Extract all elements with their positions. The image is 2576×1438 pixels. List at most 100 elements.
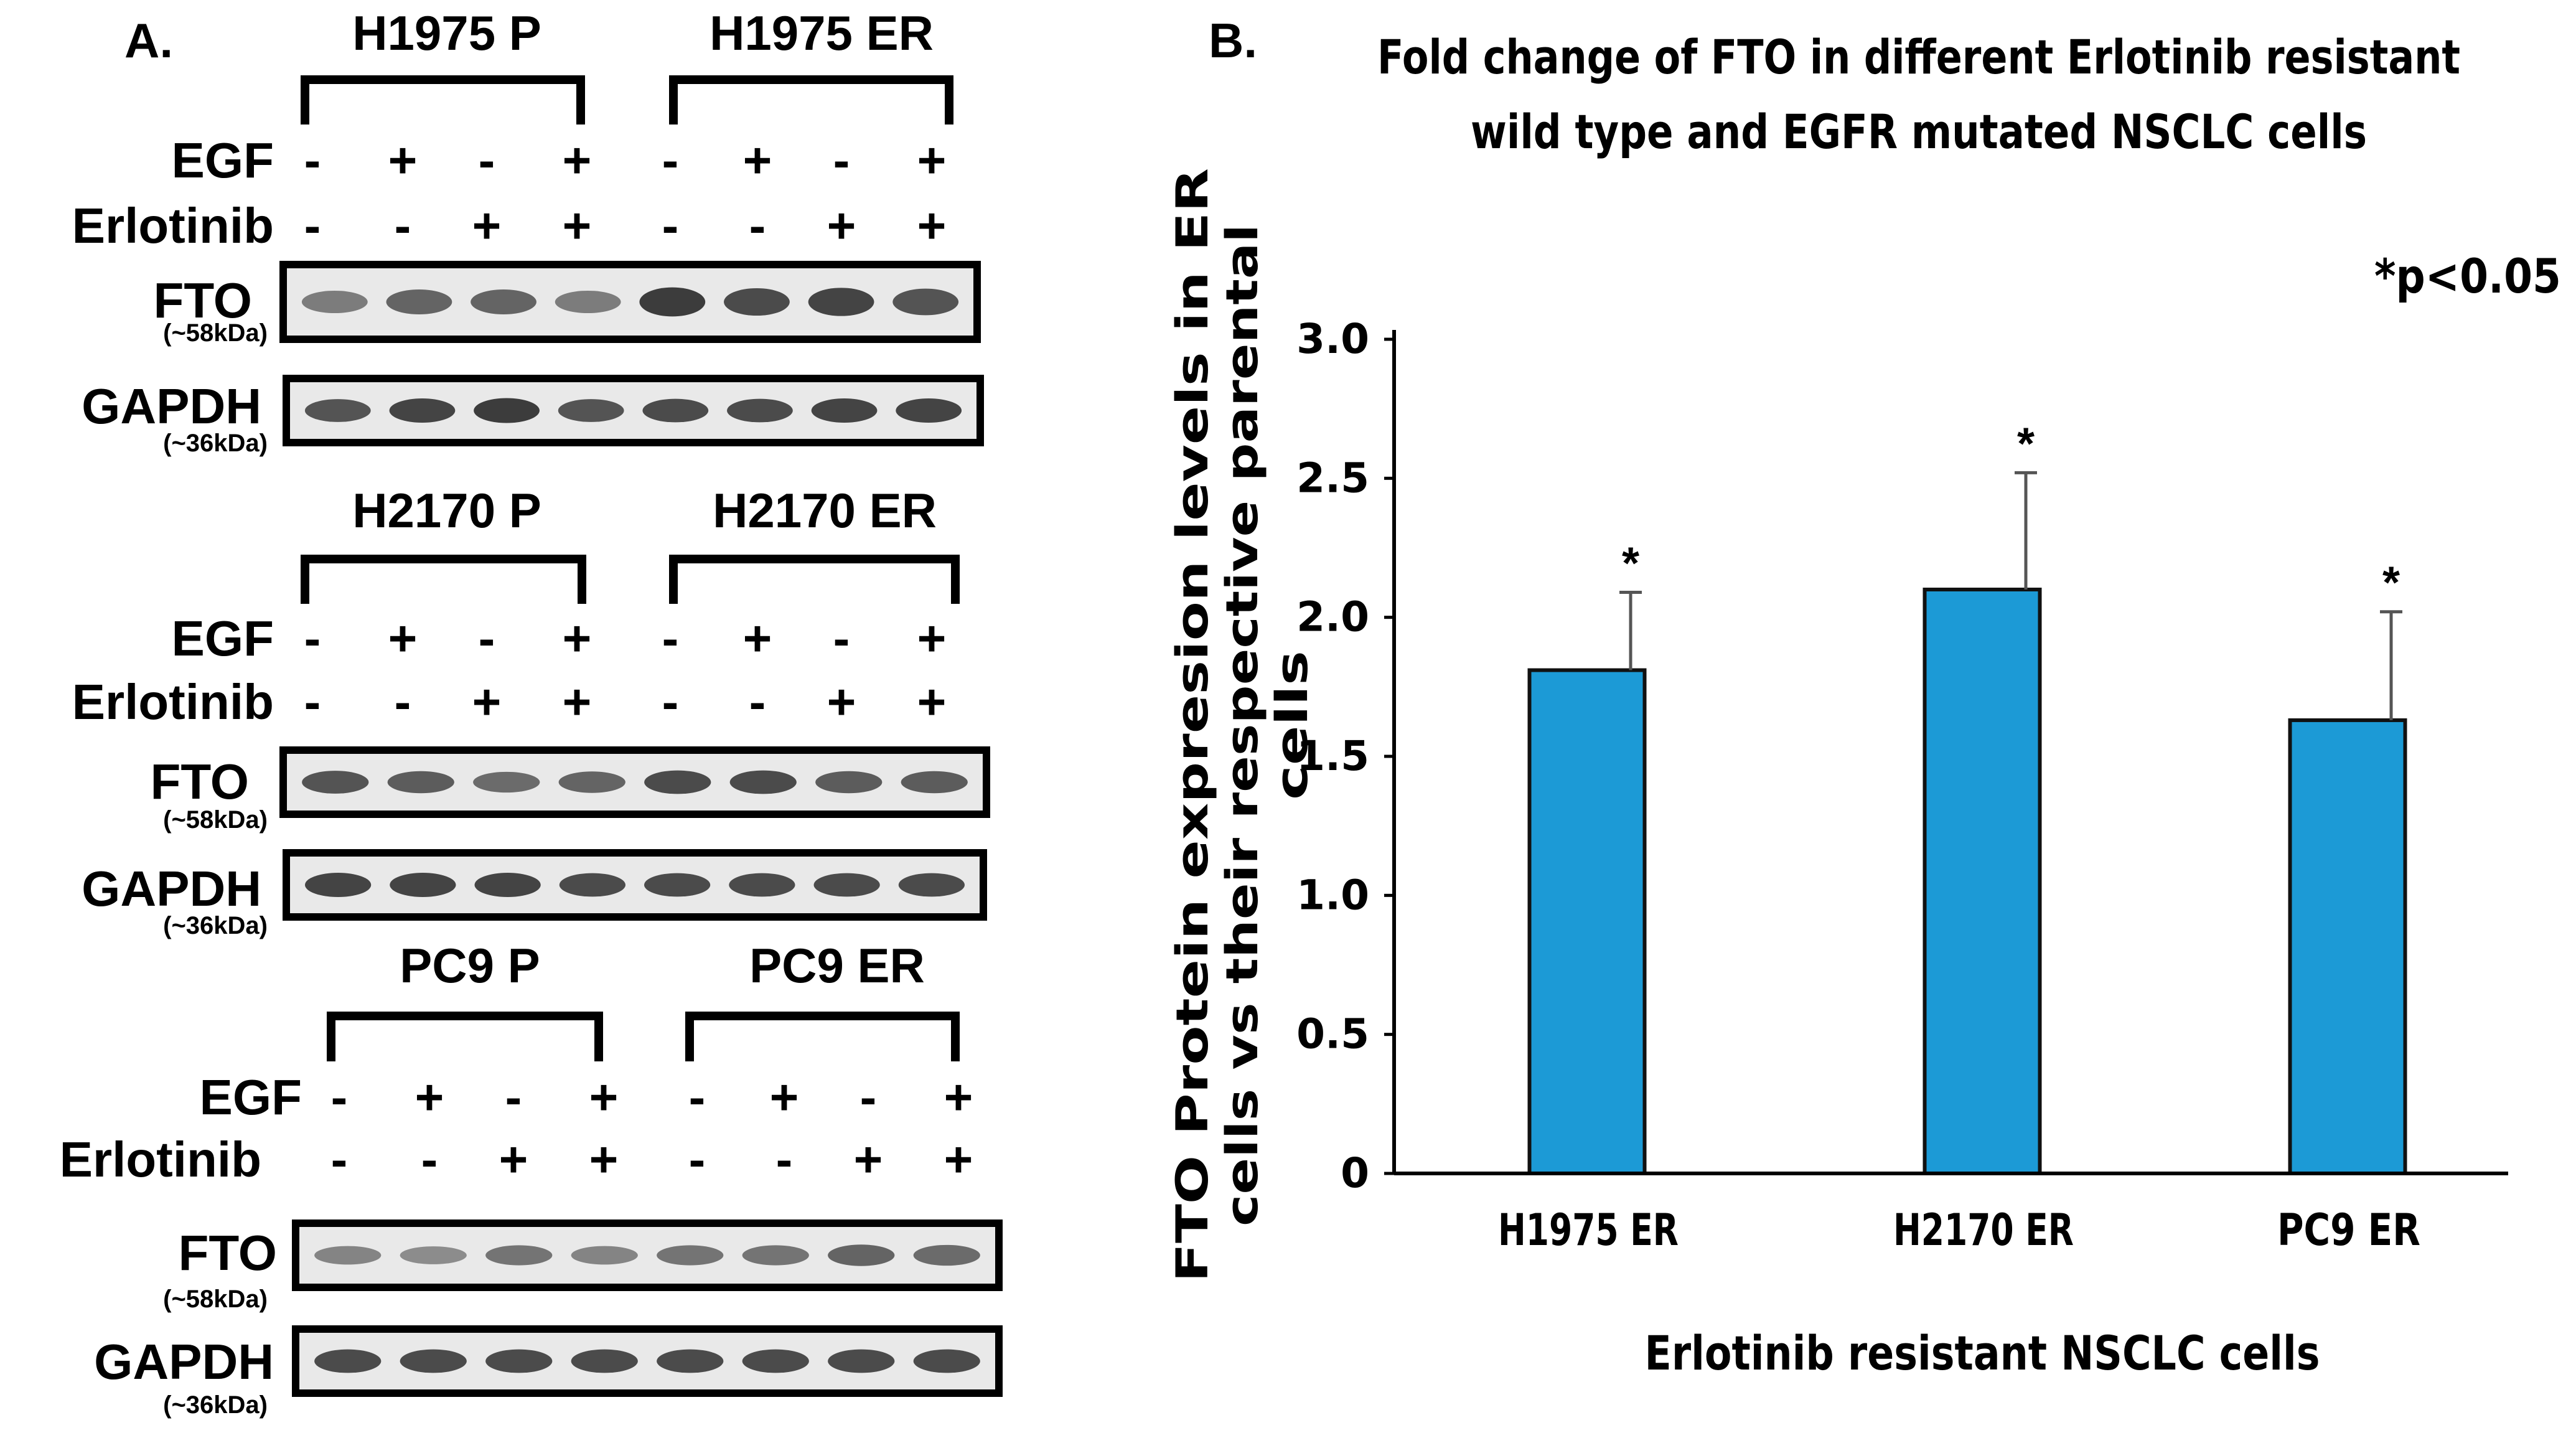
band-lane-6	[742, 1349, 809, 1373]
chart-title-line-1: Fold change of FTO in different Erlotini…	[1377, 29, 2460, 85]
egf-label: EGF	[172, 133, 274, 188]
band-lane-5	[657, 1349, 724, 1373]
band-lane-4	[559, 873, 626, 897]
egf-sign-lane-3: -	[479, 611, 495, 666]
band-weight-fto: (~58kDa)	[163, 806, 268, 834]
erlotinib-sign-lane-6: -	[749, 674, 766, 730]
band-lane-1	[304, 873, 372, 897]
egf-sign-row: - + - + - + - +	[331, 1069, 973, 1125]
band-lane-8	[896, 398, 962, 423]
egf-sign-row: - + - + - + - +	[304, 611, 947, 666]
band-lane-5	[639, 287, 706, 317]
panel-b-bar-chart: B. Fold change of FTO in different Erlot…	[1167, 13, 2561, 1381]
egf-sign-lane-5: -	[662, 611, 679, 666]
x-axis-title: Erlotinib resistant NSCLC cells	[1645, 1325, 2320, 1381]
band-lane-3	[485, 1349, 553, 1373]
band-label-fto: FTO	[150, 754, 249, 809]
band-lane-2	[387, 771, 454, 794]
y-axis-ticks: 0 0.5 1.0 1.5 2.0 2.5 3.0	[1296, 315, 1394, 1197]
band-weight-gapdh: (~36kDa)	[163, 430, 268, 457]
band-lane-3	[474, 398, 540, 423]
erlotinib-sign-lane-4: +	[563, 198, 592, 253]
x-category-label: H1975 ER	[1498, 1205, 1679, 1256]
band-lane-3	[473, 771, 540, 793]
band-lane-4	[558, 399, 624, 422]
band-lane-7	[815, 771, 883, 794]
erlotinib-sign-lane-8: +	[917, 198, 947, 253]
egf-sign-lane-7: -	[860, 1069, 877, 1125]
group-bracket-resistant	[685, 1012, 960, 1061]
egf-sign-lane-4: +	[589, 1069, 619, 1125]
gapdh-blot-pc9	[292, 1325, 1003, 1397]
group-bracket-parental	[301, 555, 586, 604]
band-lane-2	[400, 1246, 467, 1264]
egf-sign-lane-6: +	[743, 611, 772, 666]
band-lane-4	[571, 1246, 638, 1265]
erlotinib-sign-row: - - + + - - + +	[304, 674, 947, 730]
band-lane-5	[644, 873, 711, 897]
panel-a-label: A.	[124, 13, 173, 68]
y-tick-label: 0.5	[1296, 1010, 1369, 1058]
x-axis-category-labels: H1975 ER H2170 ER PC9 ER	[1498, 1205, 2420, 1256]
erlotinib-sign-lane-2: -	[395, 198, 411, 253]
band-lane-7	[808, 288, 874, 316]
group-label-resistant: PC9 ER	[749, 938, 925, 993]
band-lane-4	[555, 290, 621, 314]
band-lane-7	[811, 398, 878, 423]
egf-sign-lane-7: -	[833, 611, 850, 666]
egf-sign-lane-1: -	[304, 611, 321, 666]
band-lane-6	[729, 770, 797, 794]
fto-blot-h2170	[279, 746, 990, 818]
group-bracket-parental	[327, 1012, 603, 1061]
erlotinib-sign-row: - - + + - - + +	[331, 1132, 973, 1187]
group-label-resistant: H2170 ER	[713, 483, 937, 538]
y-tick-label: 1.0	[1296, 871, 1369, 919]
band-lane-5	[644, 770, 711, 794]
band-lane-8	[892, 288, 959, 316]
significance-note: *p<0.05	[2374, 248, 2561, 304]
egf-sign-lane-4: +	[563, 611, 592, 666]
band-lane-5	[657, 1245, 724, 1266]
egf-sign-lane-5: -	[689, 1069, 706, 1125]
gapdh-blot-h1975	[283, 375, 984, 446]
band-lane-7	[828, 1349, 895, 1373]
erlotinib-sign-lane-1: -	[331, 1132, 348, 1187]
gapdh-blot-h2170	[283, 849, 987, 921]
band-lane-4	[571, 1349, 638, 1373]
egf-sign-lane-4: +	[563, 133, 592, 188]
bar-h2170-er	[1923, 588, 2042, 1175]
band-lane-3	[474, 873, 541, 897]
egf-label: EGF	[200, 1069, 302, 1125]
egf-sign-lane-8: +	[944, 1069, 973, 1125]
band-lane-6	[729, 873, 795, 897]
bar-series: * * *	[1527, 419, 2407, 1175]
egf-sign-lane-2: +	[415, 1069, 444, 1125]
panel-a-western-blots: A. H1975 P H1975 ER EGF Erlotinib - + - + - +…	[60, 6, 1003, 1419]
egf-sign-lane-8: +	[917, 611, 947, 666]
erlotinib-sign-lane-2: -	[421, 1132, 438, 1187]
band-lane-4	[558, 771, 625, 793]
band-lane-7	[828, 1244, 895, 1266]
panel-b-label: B.	[1209, 13, 1257, 68]
erlotinib-sign-lane-1: -	[304, 674, 321, 730]
band-lane-1	[314, 1349, 382, 1373]
erlotinib-label: Erlotinib	[72, 674, 274, 730]
significance-star: *	[2017, 419, 2035, 469]
egf-sign-lane-2: +	[388, 611, 418, 666]
egf-sign-lane-3: -	[479, 133, 495, 188]
y-axis-title-line-3: cells	[1267, 651, 1318, 800]
band-weight-gapdh: (~36kDa)	[163, 1391, 268, 1419]
band-label-fto: FTO	[153, 273, 252, 328]
erlotinib-sign-lane-4: +	[589, 1132, 619, 1187]
erlotinib-sign-lane-4: +	[563, 674, 592, 730]
erlotinib-label: Erlotinib	[60, 1132, 261, 1187]
y-tick-label: 2.5	[1296, 454, 1369, 502]
erlotinib-sign-lane-3: +	[499, 1132, 528, 1187]
egf-sign-lane-3: -	[505, 1069, 522, 1125]
band-lane-2	[400, 1349, 467, 1373]
band-weight-gapdh: (~36kDa)	[163, 912, 268, 939]
erlotinib-label: Erlotinib	[72, 198, 274, 253]
erlotinib-sign-lane-8: +	[944, 1132, 973, 1187]
x-category-label: H2170 ER	[1893, 1205, 2074, 1256]
